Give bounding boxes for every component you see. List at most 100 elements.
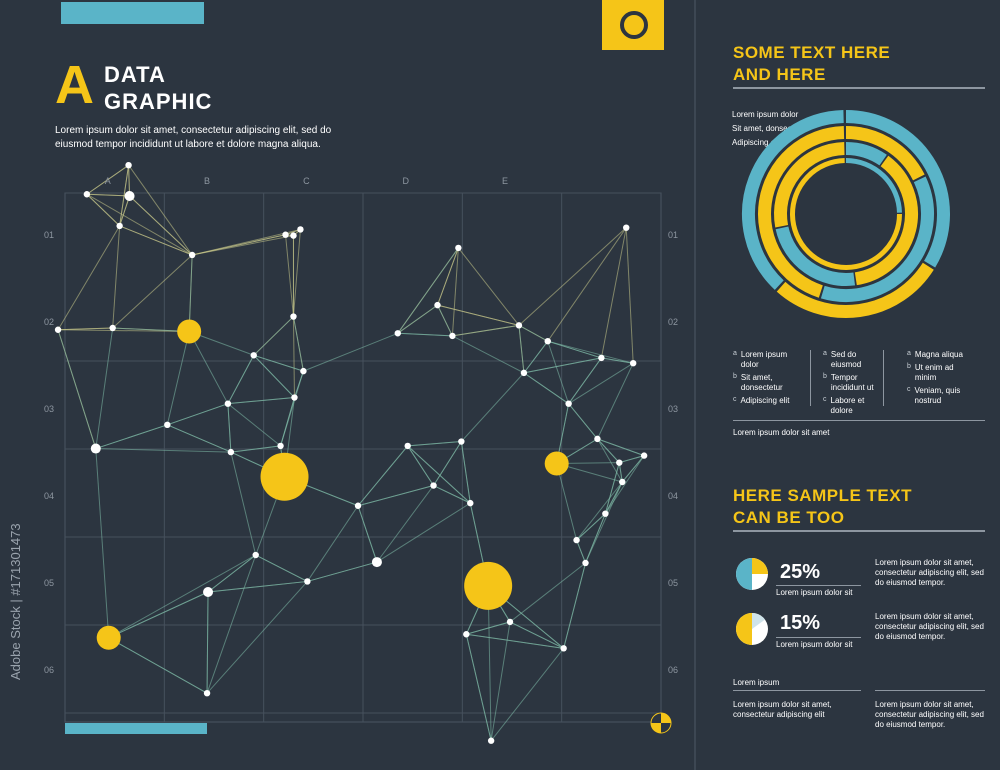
network-edge [192, 228, 301, 256]
legend-item: a Lorem ipsum dolor [733, 350, 788, 369]
legend-item: a Sed do eiusmod [823, 350, 862, 369]
chart-grid [64, 192, 662, 723]
network-edge [433, 441, 462, 486]
x-tick-label: C [303, 176, 310, 186]
donut-label-1: Lorem ipsum dolor [732, 110, 799, 119]
network-edge [167, 403, 229, 426]
network-edge [86, 193, 130, 197]
network-node [640, 452, 648, 459]
network-node [290, 313, 297, 320]
network-node [487, 737, 495, 744]
network-edge [108, 591, 209, 639]
network-node [116, 222, 123, 230]
network-edge [397, 304, 438, 334]
x-tick-label: E [502, 176, 508, 186]
network-edge [357, 485, 434, 507]
network-edge [490, 648, 565, 742]
network-hub [544, 451, 569, 476]
donut-segment [845, 142, 887, 166]
donut-label-3: Adipiscing elit [732, 138, 781, 147]
network-edge [407, 445, 471, 504]
network-edge [167, 424, 232, 453]
donut-segment [845, 110, 950, 268]
network-edge [188, 331, 229, 404]
title-line-2: GRAPHIC [104, 89, 213, 114]
network-edge [227, 403, 232, 453]
network-edge [292, 229, 301, 317]
network-edge [280, 397, 295, 447]
network-node [520, 369, 528, 377]
network-edge [188, 254, 193, 332]
network-edge [119, 195, 131, 227]
network-edge [490, 621, 511, 741]
network-edge [293, 370, 304, 398]
network-node [109, 324, 116, 332]
network-edge [407, 441, 462, 447]
network-node [124, 191, 135, 201]
network-edge [86, 193, 120, 227]
network-edge [58, 329, 190, 333]
pie-slice [736, 558, 752, 590]
donut-segment [775, 226, 856, 286]
stat-pie-1 [736, 558, 768, 590]
network-edge [86, 164, 129, 195]
network-edge [556, 463, 578, 541]
network-node [277, 442, 284, 450]
network-edge [86, 193, 193, 256]
donut-segment [820, 176, 934, 302]
network-node [594, 435, 601, 443]
network-edge [206, 554, 257, 694]
network-node [227, 448, 235, 456]
network-edge [397, 332, 453, 337]
network-edge [466, 633, 564, 649]
network-edge [596, 438, 623, 483]
legend-column: a Sed do eiusmod b Tempor incididunt ut c Lab… [823, 350, 885, 419]
network-edge [108, 554, 256, 639]
network-node [515, 322, 523, 329]
network-edge [568, 362, 634, 405]
section1-title: SOME TEXT HERE AND HERE [733, 43, 891, 84]
network-node [304, 578, 311, 585]
network-node [573, 536, 580, 544]
section2-rule [733, 530, 985, 532]
network-edge [95, 327, 114, 449]
x-tick-label: A [105, 176, 111, 186]
network-edge [230, 451, 257, 556]
network-edge [437, 247, 459, 306]
network-edge [576, 539, 586, 564]
title-line-1: DATA [104, 62, 166, 87]
network-node [371, 557, 382, 568]
network-node [354, 502, 362, 509]
donut-segment [845, 126, 925, 181]
network-node [203, 587, 214, 597]
network-node [582, 559, 589, 567]
network-edge [192, 235, 294, 256]
network-edge [128, 164, 193, 256]
network-edge [547, 340, 634, 364]
concentric-donut [742, 110, 950, 318]
network-node [449, 332, 456, 340]
network-edge [547, 227, 627, 342]
network-edge [307, 561, 378, 582]
network-edge [568, 357, 602, 404]
network-edge [452, 335, 525, 374]
y-tick-label: 04 [44, 491, 54, 501]
network-edge [230, 445, 281, 453]
network-edge [357, 445, 409, 507]
y-tick-label: 01 [44, 230, 54, 240]
network-edge [206, 591, 209, 694]
network-edge [407, 445, 434, 486]
network-edge [57, 329, 97, 449]
network-edge [129, 195, 193, 256]
network-edge [576, 513, 606, 541]
network-edge [487, 585, 492, 741]
stat-sub-2: Lorem ipsum dolor sit [776, 640, 853, 649]
stat-desc-2: Lorem ipsum dolor sit amet, consectetur … [875, 612, 984, 641]
network-edge [292, 316, 295, 398]
legend-item: b Sit amet, donsectetur [733, 373, 783, 392]
big-letter: A [55, 55, 94, 115]
network-edge [58, 327, 113, 331]
legend-item: b Tempor incididunt ut [823, 373, 874, 392]
network-edge [451, 247, 459, 336]
network-node [394, 330, 401, 337]
